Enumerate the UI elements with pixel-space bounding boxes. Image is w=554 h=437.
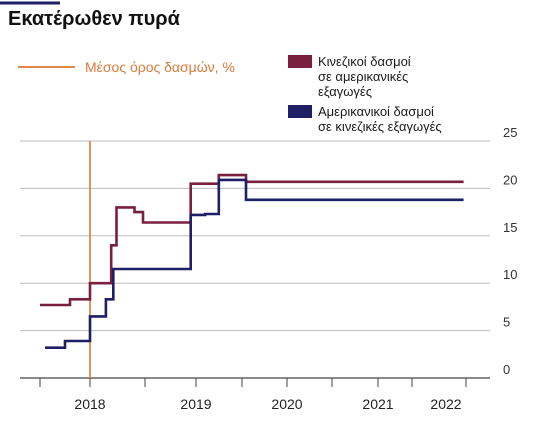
series-1-line xyxy=(45,178,464,349)
y-tick-label-25: 25 xyxy=(503,125,517,140)
x-tick-label-2022: 2022 xyxy=(430,396,461,412)
legend-average-label: Μέσος όρος δασμών, % xyxy=(85,59,235,75)
legend-series-0-line-2: σε αμερικανικές xyxy=(318,69,408,84)
y-tick-label-20: 20 xyxy=(503,172,517,187)
legend-series-1-swatch xyxy=(288,105,312,118)
series-group xyxy=(40,173,464,349)
x-tick-label-2020: 2020 xyxy=(271,396,302,412)
legend-series-1-line-2: σε κινεζικές εξαγωγές xyxy=(318,119,442,134)
y-tick-label-15: 15 xyxy=(503,220,517,235)
y-tick-labels: 0 5 10 15 20 25 xyxy=(503,125,517,377)
y-tick-label-5: 5 xyxy=(503,315,510,330)
legend-series-0-line-3: εξαγωγές xyxy=(318,84,372,99)
legend: Μέσος όρος δασμών, % Κινεζικοί δασμοί σε… xyxy=(18,54,442,134)
x-tick-label-2019: 2019 xyxy=(180,396,211,412)
legend-series-1-line-1: Αμερικανικοί δασμοί xyxy=(318,104,434,119)
y-tick-label-0: 0 xyxy=(503,362,510,377)
chart-title: Εκατέρωθεν πυρά xyxy=(8,8,181,30)
x-axis: 2018 2019 2020 2021 2022 xyxy=(39,378,467,412)
legend-series-0-line-1: Κινεζικοί δασμοί xyxy=(318,54,411,69)
y-tick-label-10: 10 xyxy=(503,267,517,282)
series-0-line xyxy=(40,173,464,307)
legend-series-0-swatch xyxy=(288,55,312,68)
x-tick-label-2021: 2021 xyxy=(362,396,393,412)
x-tick-label-2018: 2018 xyxy=(74,396,105,412)
